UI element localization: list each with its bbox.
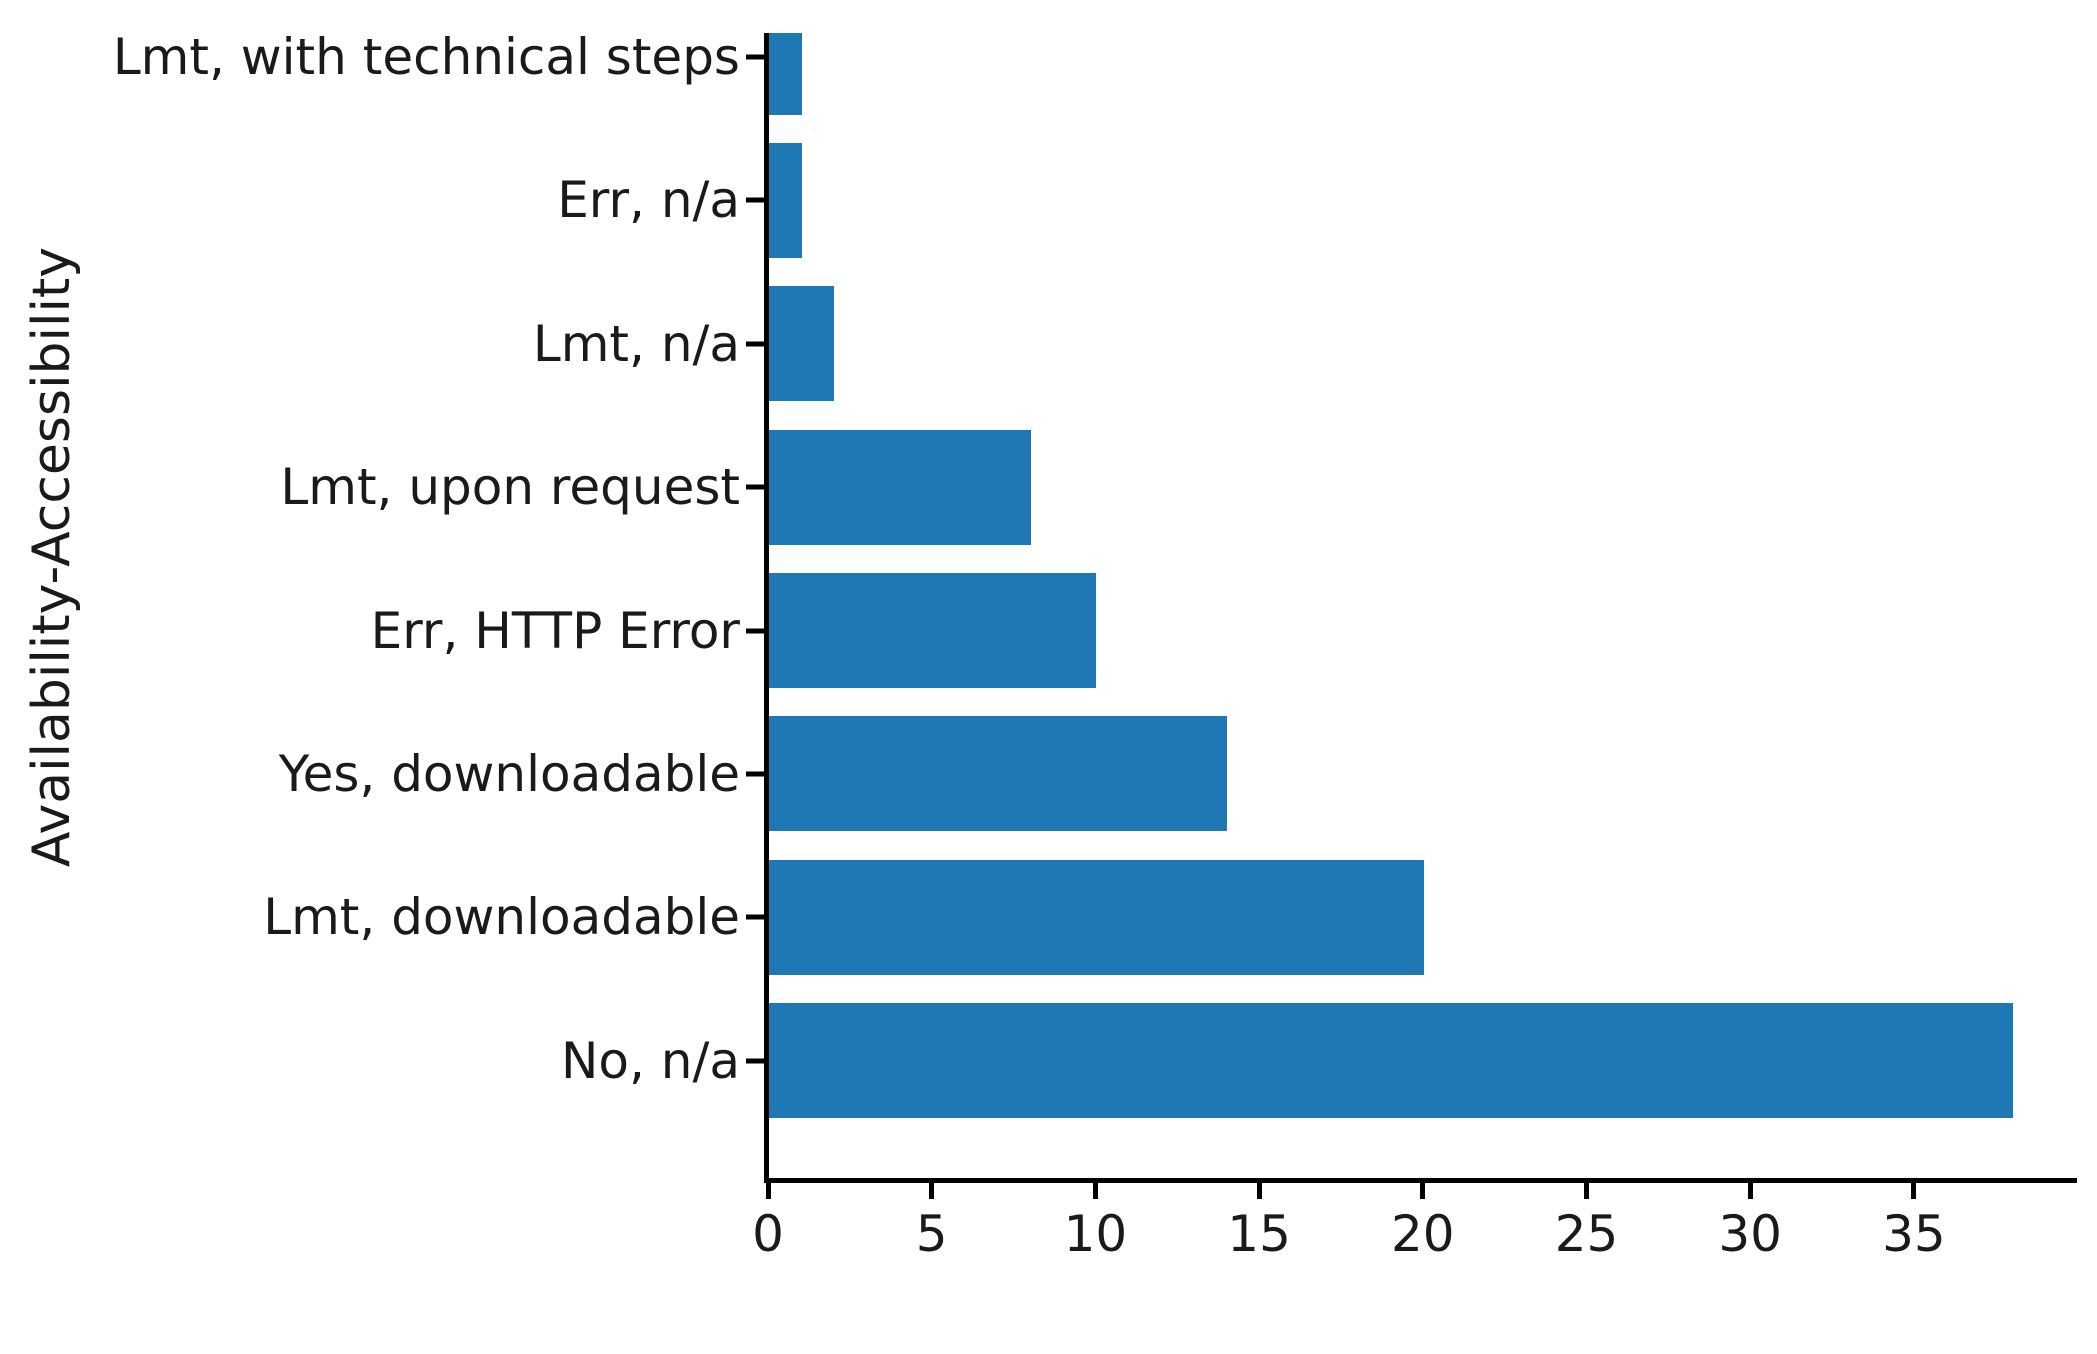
x-tick-label: 35 bbox=[1882, 1205, 1946, 1263]
x-tick-mark bbox=[1584, 1181, 1589, 1199]
plot-area bbox=[769, 33, 2077, 1180]
category-label: Lmt, n/a bbox=[532, 314, 740, 373]
y-tick-mark bbox=[746, 484, 764, 490]
x-tick-mark bbox=[1092, 1181, 1098, 1199]
bar bbox=[769, 142, 802, 258]
x-tick-label: 10 bbox=[1063, 1205, 1128, 1263]
bar bbox=[769, 33, 802, 115]
x-tick-label: 25 bbox=[1554, 1205, 1619, 1263]
y-axis-label: Availability-Accessibility bbox=[22, 246, 82, 868]
y-tick-mark bbox=[746, 914, 764, 920]
x-tick-label: 30 bbox=[1718, 1205, 1782, 1263]
category-label: Yes, downloadable bbox=[278, 744, 740, 803]
y-tick-mark bbox=[746, 197, 764, 203]
x-tick-label: 5 bbox=[915, 1205, 948, 1263]
x-tick-label: 15 bbox=[1227, 1205, 1291, 1263]
bar bbox=[769, 429, 1031, 545]
bar bbox=[769, 716, 1228, 832]
y-axis-spine bbox=[764, 33, 769, 1183]
x-tick-mark bbox=[1747, 1181, 1753, 1199]
x-tick-mark bbox=[765, 1181, 771, 1199]
y-tick-mark bbox=[746, 341, 764, 347]
x-tick-mark bbox=[1256, 1181, 1262, 1199]
x-tick-label: 0 bbox=[752, 1205, 784, 1263]
x-tick-mark bbox=[1911, 1181, 1917, 1199]
category-label: Lmt, with technical steps bbox=[112, 28, 740, 86]
category-label: Err, n/a bbox=[557, 171, 740, 230]
y-tick-mark bbox=[746, 1058, 764, 1064]
x-tick-mark bbox=[929, 1181, 935, 1199]
bar bbox=[769, 573, 1097, 688]
y-tick-mark bbox=[746, 54, 764, 60]
y-tick-mark bbox=[746, 628, 764, 633]
x-tick-mark bbox=[1420, 1181, 1426, 1199]
bar bbox=[769, 1003, 2014, 1119]
y-tick-mark bbox=[746, 771, 764, 777]
category-label: No, n/a bbox=[561, 1031, 740, 1090]
bar bbox=[769, 859, 1424, 975]
x-axis-spine bbox=[764, 1178, 2077, 1183]
category-label: Err, HTTP Error bbox=[370, 601, 740, 660]
x-tick-label: 20 bbox=[1390, 1205, 1455, 1263]
bar bbox=[769, 286, 835, 402]
category-label: Lmt, upon request bbox=[280, 458, 740, 517]
category-label: Lmt, downloadable bbox=[263, 888, 740, 947]
